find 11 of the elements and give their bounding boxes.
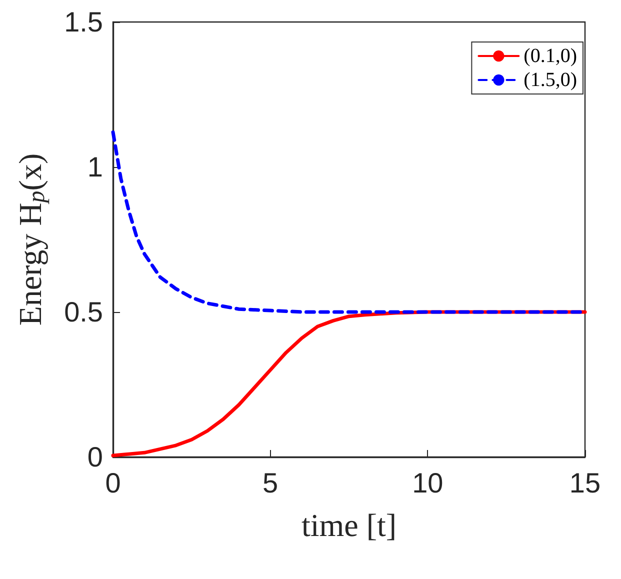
legend-label: (1.5,0) — [524, 69, 578, 91]
x-tick-label: 15 — [569, 468, 601, 498]
y-tick-label: 0 — [87, 442, 103, 472]
x-axis-title: time [t] — [301, 507, 397, 543]
legend-label: (0.1,0) — [524, 45, 578, 67]
y-axis-title: Energy Hp(x) — [12, 153, 50, 326]
y-tick-label: 0.5 — [64, 296, 103, 328]
x-tick-label: 10 — [412, 468, 444, 498]
y-tick-label: 1.5 — [64, 6, 103, 38]
x-tick-label: 5 — [262, 468, 278, 498]
y-tick-label: 1 — [87, 152, 103, 182]
